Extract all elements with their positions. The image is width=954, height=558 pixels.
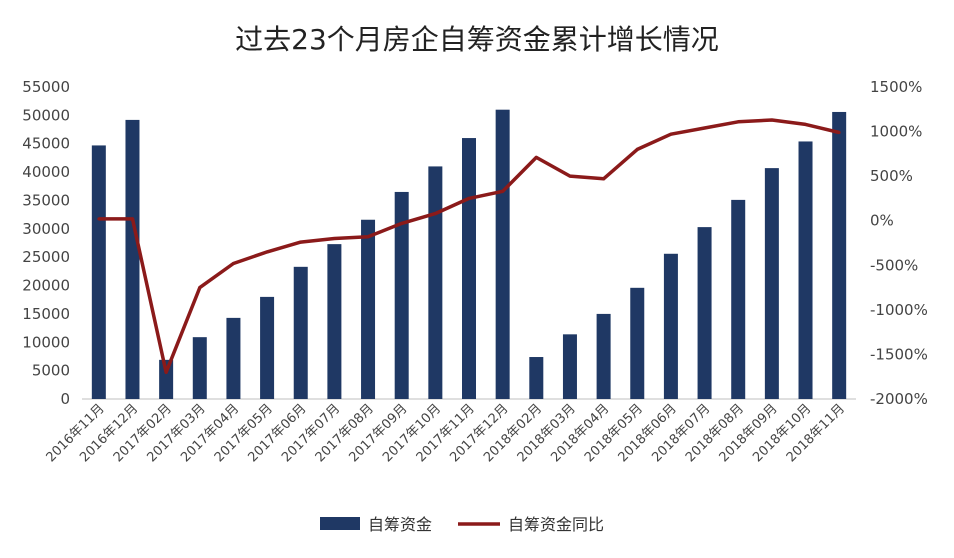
bar — [327, 244, 342, 399]
legend-label-bar: 自筹资金 — [368, 515, 432, 534]
y-left-tick-label: 5000 — [32, 362, 70, 380]
yoy-point — [433, 212, 437, 216]
yoy-point — [736, 120, 740, 124]
yoy-point — [501, 189, 505, 193]
yoy-point — [400, 221, 404, 225]
bar — [428, 166, 443, 399]
legend-swatch-bar — [320, 517, 360, 530]
bar — [159, 359, 174, 399]
yoy-point — [804, 122, 808, 126]
y-left-tick-label: 15000 — [22, 305, 70, 323]
bar — [596, 313, 611, 399]
bar — [462, 138, 476, 399]
y-left-tick-label: 40000 — [22, 163, 70, 181]
bar — [260, 296, 275, 399]
yoy-point — [602, 177, 606, 181]
yoy-point — [198, 286, 202, 290]
chart-title: 过去23个月房企自筹资金累计增长情况 — [235, 23, 719, 56]
bar — [529, 357, 544, 399]
y-left-tick-label: 35000 — [22, 191, 70, 209]
y-left-tick-label: 25000 — [22, 248, 70, 266]
yoy-point — [231, 262, 235, 266]
y-right-tick-label: 1500% — [870, 78, 922, 96]
y-left-tick-label: 20000 — [22, 277, 70, 295]
yoy-point — [130, 217, 134, 221]
bar — [562, 334, 577, 399]
yoy-point — [299, 240, 303, 244]
yoy-point — [534, 155, 538, 159]
bar — [394, 191, 409, 399]
yoy-point — [332, 237, 336, 241]
bar — [293, 266, 308, 399]
y-right-tick-label: -2000% — [870, 390, 928, 408]
yoy-point — [467, 196, 471, 200]
bar — [125, 119, 140, 399]
bar — [663, 253, 678, 399]
yoy-point — [568, 174, 572, 178]
yoy-point — [703, 126, 707, 130]
bar — [798, 141, 813, 399]
bar — [192, 337, 207, 399]
bar — [495, 109, 510, 399]
yoy-point — [669, 132, 673, 136]
bar — [731, 199, 746, 399]
y-left-tick-label: 10000 — [22, 333, 70, 351]
y-left-tick-label: 45000 — [22, 135, 70, 153]
bar — [226, 317, 241, 399]
bar — [697, 227, 712, 399]
yoy-point — [837, 130, 841, 134]
y-right-tick-label: -1500% — [870, 345, 928, 363]
y-right-tick-label: 1000% — [870, 123, 922, 141]
yoy-point — [366, 235, 370, 239]
legend-label-line: 自筹资金同比 — [508, 515, 604, 534]
y-right-tick-label: 500% — [870, 167, 913, 185]
y-left-tick-label: 55000 — [22, 78, 70, 96]
bar — [361, 219, 376, 399]
y-right-tick-label: 0% — [870, 212, 894, 230]
y-left-tick-label: 30000 — [22, 220, 70, 238]
bar — [630, 287, 645, 399]
bar — [832, 111, 847, 400]
yoy-point — [770, 118, 774, 122]
y-right-tick-label: -1000% — [870, 301, 928, 319]
y-right-tick-label: -500% — [870, 256, 918, 274]
yoy-point — [97, 217, 101, 221]
yoy-point — [265, 250, 269, 254]
y-left-tick-label: 50000 — [22, 106, 70, 124]
y-left-tick-label: 0 — [60, 390, 70, 408]
yoy-point — [164, 370, 168, 374]
bar — [764, 168, 779, 399]
bar — [91, 145, 106, 399]
yoy-point — [635, 147, 639, 151]
